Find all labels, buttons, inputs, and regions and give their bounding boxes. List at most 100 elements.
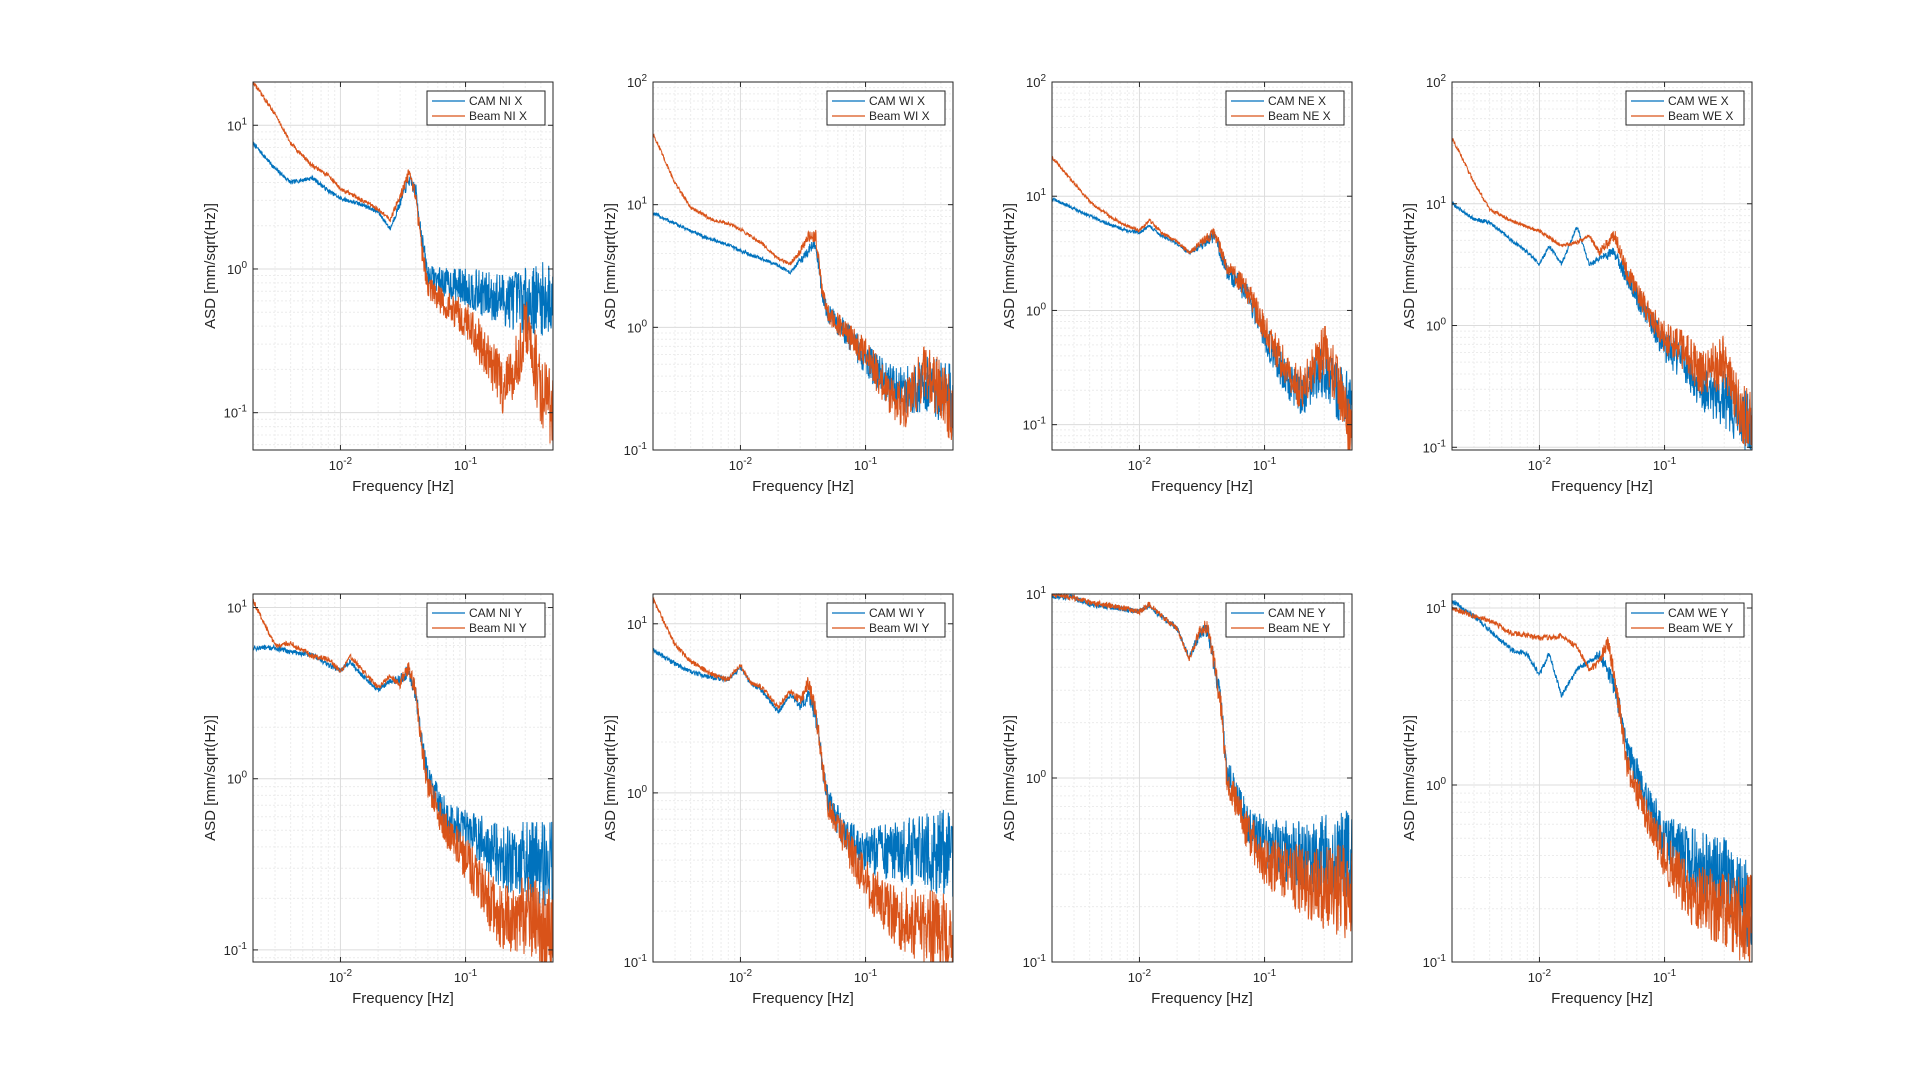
y-tick-label: 102 xyxy=(1426,73,1446,90)
axes-box xyxy=(652,593,954,963)
series-line-beam-ne-x xyxy=(1051,155,1353,450)
x-tick-label: 10-1 xyxy=(854,456,878,473)
subplot-5: 10-2 10-1 10-1 100 101 Frequency [Hz] ASD [mm/… xyxy=(202,593,554,1007)
y-tick-label: 100 xyxy=(227,770,247,787)
plot-area xyxy=(253,82,553,450)
y-axis-label: ASD [mm/sqrt(Hz)] xyxy=(1401,203,1418,329)
y-tick-label: 101 xyxy=(1426,195,1446,212)
subplot-2: 10-2 10-1 10-1 100 101 102 Frequency [Hz] ASD [… xyxy=(602,73,954,495)
x-tick-label: 10-1 xyxy=(454,968,478,985)
y-tick-label: 10-1 xyxy=(624,953,648,970)
x-tick-label: 10-1 xyxy=(1653,968,1677,985)
x-tick-label: 10-1 xyxy=(1653,456,1677,473)
legend-entry: CAM WE X xyxy=(1668,94,1729,108)
y-axis-label: ASD [mm/sqrt(Hz)] xyxy=(202,203,219,329)
y-axis-label: ASD [mm/sqrt(Hz)] xyxy=(1001,203,1018,329)
x-tick-label: 10-2 xyxy=(329,456,353,473)
series-line-beam-wi-x xyxy=(652,133,954,441)
y-tick-label: 100 xyxy=(627,784,647,801)
x-axis-label: Frequency [Hz] xyxy=(1551,478,1653,495)
grid-lines xyxy=(253,594,553,962)
legend-entry: Beam NI Y xyxy=(469,621,527,635)
series-line-beam-we-y xyxy=(1451,606,1753,962)
y-axis-label: ASD [mm/sqrt(Hz)] xyxy=(602,715,619,841)
legend-box xyxy=(1625,602,1745,638)
y-tick-label: 101 xyxy=(627,615,647,632)
x-tick-label: 10-2 xyxy=(1128,968,1152,985)
y-tick-label: 10-1 xyxy=(1423,438,1447,455)
y-tick-label: 100 xyxy=(1026,769,1046,786)
legend-entry: Beam WI Y xyxy=(869,621,929,635)
axes-box xyxy=(252,593,554,963)
legend-entry: Beam NI X xyxy=(469,109,527,123)
subplot-6: 10-2 10-1 10-1 100 101 Frequency [Hz] ASD [mm/… xyxy=(602,593,954,1007)
legend-box xyxy=(426,90,546,126)
series-line-cam-we-x xyxy=(1451,201,1753,451)
x-tick-label: 10-2 xyxy=(729,968,753,985)
y-tick-label: 100 xyxy=(1426,317,1446,334)
y-tick-label: 100 xyxy=(1026,301,1046,318)
y-tick-label: 102 xyxy=(627,73,647,90)
axes-box xyxy=(1051,81,1353,451)
plot-area xyxy=(653,594,953,962)
grid-lines xyxy=(653,594,953,962)
y-tick-label: 101 xyxy=(227,599,247,616)
series-line-beam-ne-y xyxy=(1051,592,1353,939)
x-tick-label: 10-1 xyxy=(454,456,478,473)
legend-entry: Beam WE X xyxy=(1668,109,1733,123)
y-tick-label: 101 xyxy=(1026,187,1046,204)
y-tick-label: 10-1 xyxy=(224,941,248,958)
axes-box xyxy=(652,81,954,451)
axes-box xyxy=(252,81,554,451)
series-line-cam-wi-x xyxy=(652,211,954,429)
legend-entry: Beam WI X xyxy=(869,109,930,123)
series-line-beam-we-x xyxy=(1451,137,1753,447)
grid-lines xyxy=(253,82,553,450)
y-tick-label: 101 xyxy=(1026,585,1046,602)
x-tick-label: 10-1 xyxy=(854,968,878,985)
legend-entry: CAM NI Y xyxy=(469,606,522,620)
x-axis-label: Frequency [Hz] xyxy=(352,990,454,1007)
y-axis-label: ASD [mm/sqrt(Hz)] xyxy=(602,203,619,329)
legend-entry: Beam NE X xyxy=(1268,109,1331,123)
legend-box xyxy=(1225,90,1345,126)
axes-box xyxy=(1451,81,1753,451)
legend-entry: CAM WE Y xyxy=(1668,606,1728,620)
y-axis-label: ASD [mm/sqrt(Hz)] xyxy=(1401,715,1418,841)
y-tick-label: 10-1 xyxy=(1023,953,1047,970)
x-axis-label: Frequency [Hz] xyxy=(752,478,854,495)
y-tick-label: 101 xyxy=(227,116,247,133)
legend-entry: CAM NE Y xyxy=(1268,606,1326,620)
subplot-4: 10-2 10-1 10-1 100 101 102 Frequency [Hz] ASD [… xyxy=(1401,73,1753,495)
legend-box xyxy=(426,602,546,638)
x-axis-label: Frequency [Hz] xyxy=(752,990,854,1007)
legend-entry: Beam NE Y xyxy=(1268,621,1330,635)
legend-entry: Beam WE Y xyxy=(1668,621,1733,635)
legend-entry: CAM WI Y xyxy=(869,606,925,620)
legend-box xyxy=(826,602,946,638)
legend-box xyxy=(826,90,946,126)
y-tick-label: 100 xyxy=(227,260,247,277)
legend-entry: CAM NE X xyxy=(1268,94,1326,108)
y-tick-label: 10-1 xyxy=(224,404,248,421)
subplot-7: 10-2 10-1 10-1 100 101 Frequency [Hz] ASD [mm/… xyxy=(1001,585,1353,1007)
x-tick-label: 10-2 xyxy=(729,456,753,473)
y-tick-label: 101 xyxy=(1426,599,1446,616)
legend-entry: CAM WI X xyxy=(869,94,925,108)
y-axis-label: ASD [mm/sqrt(Hz)] xyxy=(1001,715,1018,841)
x-axis-label: Frequency [Hz] xyxy=(1551,990,1653,1007)
series-line-beam-ni-y xyxy=(252,598,554,962)
x-tick-label: 10-1 xyxy=(1253,456,1277,473)
x-tick-label: 10-2 xyxy=(1128,456,1152,473)
y-tick-label: 101 xyxy=(627,196,647,213)
y-tick-label: 10-1 xyxy=(1023,416,1047,433)
